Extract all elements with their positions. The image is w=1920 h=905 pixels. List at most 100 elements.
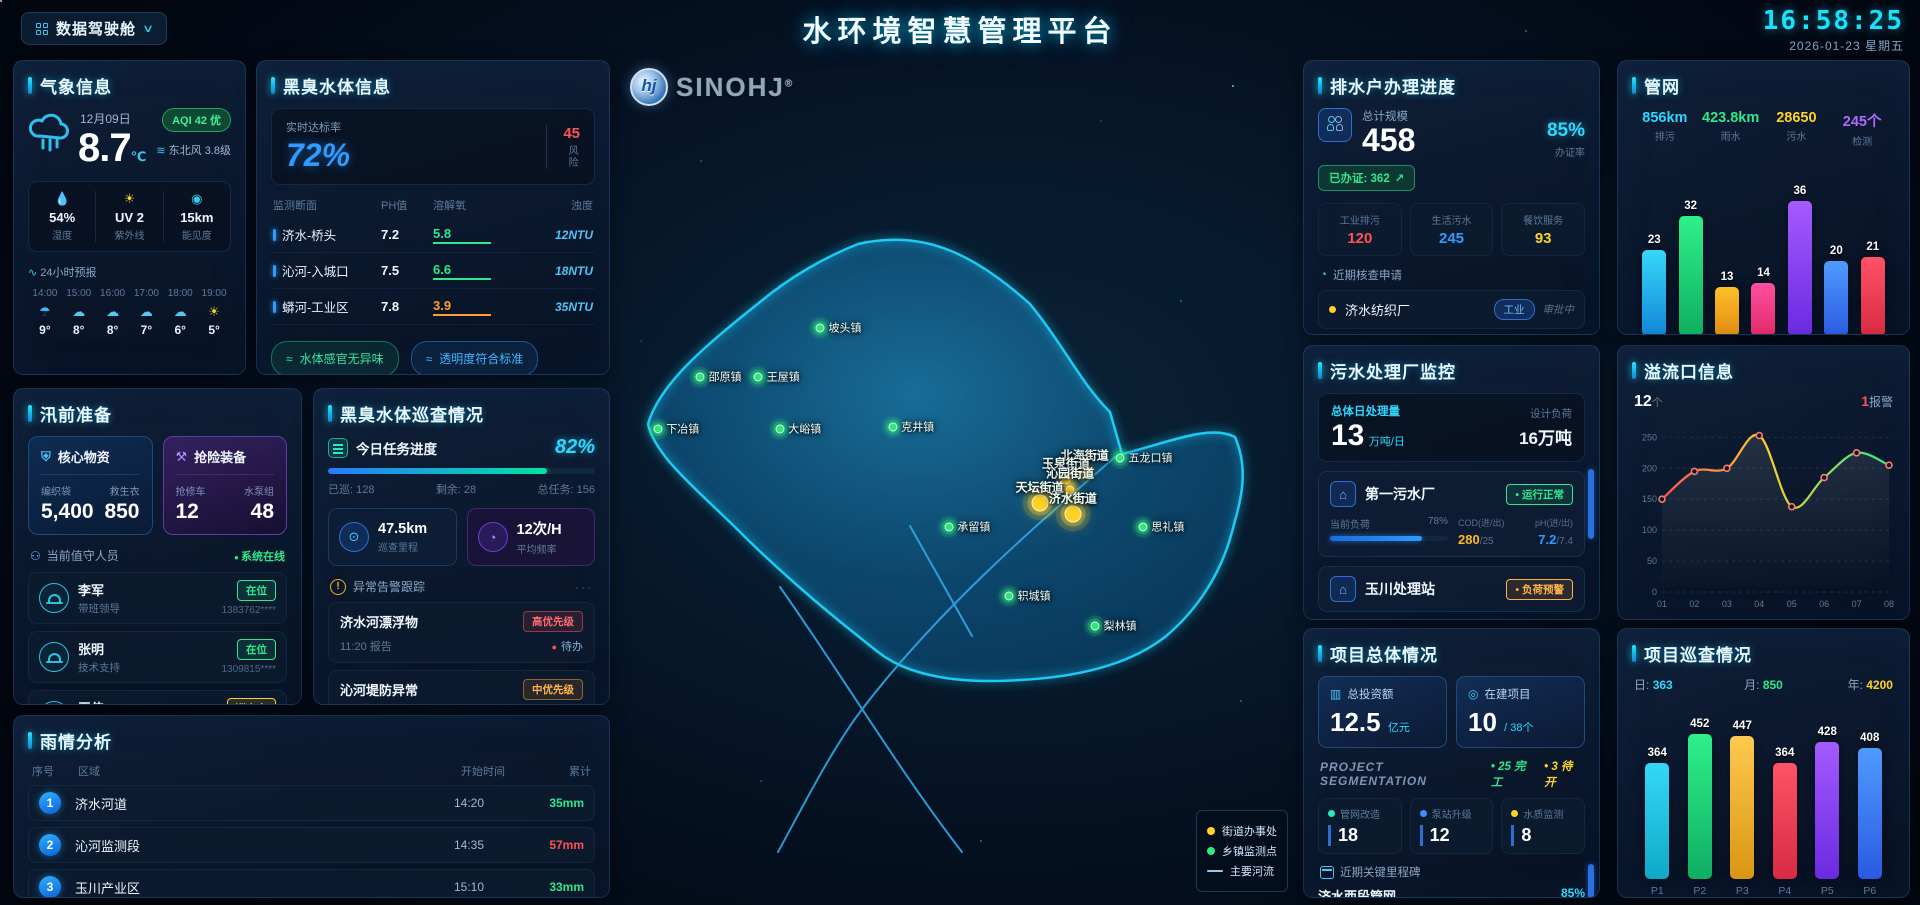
- marker-dot-icon: [1065, 485, 1075, 495]
- helmet-icon: [45, 653, 63, 663]
- map-marker[interactable]: 梨林镇: [1090, 621, 1137, 633]
- marker-dot-icon: [1115, 453, 1125, 463]
- clipboard-icon: [328, 437, 348, 458]
- bar: 21: [1855, 170, 1891, 334]
- rain-row[interactable]: 3 玉川产业区 15:10 33mm: [28, 869, 595, 897]
- water-status-tag[interactable]: ≈ 透明度符合标准: [410, 341, 539, 374]
- drainage-category-card[interactable]: 餐饮服务 93: [1501, 203, 1586, 256]
- active-projects-card[interactable]: ◎ 在建项目 10 / 38个: [1456, 676, 1585, 748]
- category-value: 93: [1534, 230, 1552, 247]
- pipe-bar-chart: 23 32 13 14 36 20 21: [1632, 170, 1895, 334]
- map-marker[interactable]: 思礼镇: [1138, 522, 1184, 534]
- plant-name: 玉川处理站: [1365, 581, 1435, 597]
- map-marker[interactable]: 下冶镇: [653, 424, 699, 436]
- rain-row[interactable]: 1 济水河道 14:20 35mm: [28, 785, 595, 821]
- risk-value: 45: [563, 124, 580, 142]
- map-marker[interactable]: 天坛街道: [1016, 481, 1064, 512]
- water-table-row[interactable]: 蟒河-工业区 7.8 3.9 35NTU: [271, 289, 595, 325]
- marker-label: 轵城镇: [1017, 590, 1051, 603]
- map-marker[interactable]: 北海街道: [1061, 448, 1109, 477]
- svg-text:150: 150: [1642, 494, 1657, 504]
- map-marker[interactable]: 轵城镇: [1004, 591, 1051, 603]
- weather-stat-icon: ☀: [123, 191, 136, 206]
- map-marker[interactable]: 承留镇: [944, 522, 990, 534]
- legend-symbol: [1207, 827, 1215, 835]
- app-switcher-button[interactable]: 数据驾驶舱 ∨: [21, 12, 168, 45]
- status-badge: 巡查中: [226, 698, 276, 704]
- map-marker[interactable]: 王屋镇: [753, 371, 800, 383]
- map-marker[interactable]: 五龙口镇: [1115, 453, 1173, 465]
- dissolved-oxygen-value: 5.8: [433, 226, 491, 244]
- drainage-category-card[interactable]: 工业排污 120: [1318, 203, 1402, 256]
- panel-black-water-title: 黑臭水体信息: [257, 61, 609, 106]
- staff-phone: 1309815****: [221, 664, 277, 675]
- drainage-category-card[interactable]: 生活污水 245: [1409, 203, 1494, 256]
- completed-pill[interactable]: 已办证: 362 ↗: [1318, 165, 1416, 191]
- scrollbar[interactable]: [1588, 469, 1594, 539]
- water-table-row[interactable]: 沁河-入城口 7.5 6.6 18NTU: [271, 253, 595, 289]
- warning-icon: !: [330, 578, 346, 595]
- bank-icon: ▥: [1330, 687, 1342, 701]
- bar: 408: [1849, 707, 1892, 879]
- plant-card-1[interactable]: ⌂ 第一污水厂 • 运行正常 当前负荷 78% COD(进/出) 280/25 p…: [1318, 471, 1585, 557]
- weather-stat: 💧 54% 湿度: [29, 191, 97, 242]
- alert-card[interactable]: 济水河漂浮物 高优先级 11:20 报告 ● 待办: [328, 602, 595, 663]
- risk-label: 风险: [566, 144, 578, 169]
- turbidity-value: 12NTU: [554, 227, 593, 242]
- plant-card-2[interactable]: ⌂ 玉川处理站 • 负荷预警: [1318, 566, 1585, 612]
- forecast-weather-icon: ☀: [208, 304, 220, 319]
- alert-card[interactable]: 沁河堤防异常 中优先级 10:45 报告 ●处理中: [328, 670, 595, 704]
- staff-row[interactable]: 李军 带班领导 在位 1383762****: [28, 572, 287, 624]
- task-progress-bar: [328, 468, 595, 474]
- marker-label: 大峪镇: [788, 423, 822, 436]
- marker-dot-icon: [1064, 505, 1082, 523]
- application-list: 济水纺织厂 工业 审批中 天坛饭店 餐饮 已发证: [1318, 290, 1585, 334]
- scrollbar[interactable]: [1588, 864, 1594, 897]
- map-marker[interactable]: 沁园街道: [1046, 466, 1094, 495]
- wind-icon: ≋: [156, 145, 166, 157]
- map-marker[interactable]: 坡头镇: [815, 323, 861, 335]
- target-icon: ◎: [1468, 687, 1479, 701]
- frequency-card[interactable]: ◔ 12次/H 平均频率: [466, 508, 595, 566]
- rain-row[interactable]: 2 沁河监测段 14:35 57mm: [28, 827, 595, 863]
- map-marker[interactable]: 济水街道: [1049, 492, 1097, 523]
- map-marker[interactable]: 克井镇: [888, 422, 934, 434]
- project-category-card[interactable]: 管网改造 18: [1318, 798, 1402, 854]
- category-label: 工业排污: [1339, 216, 1380, 227]
- project-category-card[interactable]: 泵站升级 12: [1409, 798, 1494, 854]
- supplies-card[interactable]: ⛨ 核心物资 编织袋 5,400 救生衣 850: [28, 436, 153, 535]
- completed-count: • 25 完工: [1490, 761, 1526, 789]
- category-label: 管网改造: [1328, 806, 1392, 821]
- mileage-card[interactable]: ⊙ 47.5km 巡查里程: [328, 508, 457, 566]
- map-marker[interactable]: 邵原镇: [695, 371, 742, 383]
- water-table-row[interactable]: 济水-桥头 7.2 5.8 12NTU: [271, 217, 595, 253]
- weather-stat: ☀ UV 2 紫外线: [96, 191, 164, 242]
- equipment-card[interactable]: ⚒ 抢险装备 抢修车 12 水泵组 48: [162, 436, 287, 535]
- more-button[interactable]: ···: [575, 579, 593, 594]
- application-row[interactable]: 济水纺织厂 工业 审批中: [1318, 290, 1585, 329]
- investment-card[interactable]: ▥ 总投资额 12.5 亿元: [1318, 676, 1447, 748]
- turbidity-value: 18NTU: [554, 263, 593, 278]
- staff-row[interactable]: 张明 技术支持 在位 1309815****: [28, 631, 287, 683]
- svg-text:05: 05: [1787, 599, 1797, 609]
- bar: 20: [1818, 170, 1854, 334]
- forecast-time: 16:00: [100, 288, 126, 299]
- pipe-stats: 856km 排污 423.8km 雨水 28650 污水 245个: [1632, 110, 1895, 148]
- forecast-temp: 9°: [39, 323, 51, 337]
- staff-phone: 1383762****: [221, 605, 277, 616]
- frequency-label: 平均频率: [516, 545, 557, 556]
- tag-label: 水体感官无异味: [299, 352, 384, 366]
- marker-dot-icon: [1031, 494, 1049, 512]
- sinohj-globe-icon: [630, 68, 668, 106]
- clock: 16:58:25 2026-01-23 星期五: [1763, 6, 1904, 54]
- turbidity-value: 35NTU: [554, 299, 593, 314]
- clock-icon: ◔: [477, 522, 508, 552]
- top-header: 数据驾驶舱 ∨ 水环境智慧管理平台 16:58:25 2026-01-23 星期…: [0, 0, 1920, 54]
- forecast-weather-icon: ☁: [106, 304, 120, 319]
- map-marker[interactable]: 玉泉街道: [1042, 457, 1090, 485]
- project-category-card[interactable]: 水质监测 8: [1501, 798, 1586, 854]
- water-status-tag[interactable]: ≈ 水体感官无异味: [271, 341, 399, 374]
- map-marker[interactable]: 大峪镇: [775, 424, 821, 436]
- staff-row[interactable]: 王伟 后勤保障 巡查中 1393312****: [28, 690, 287, 704]
